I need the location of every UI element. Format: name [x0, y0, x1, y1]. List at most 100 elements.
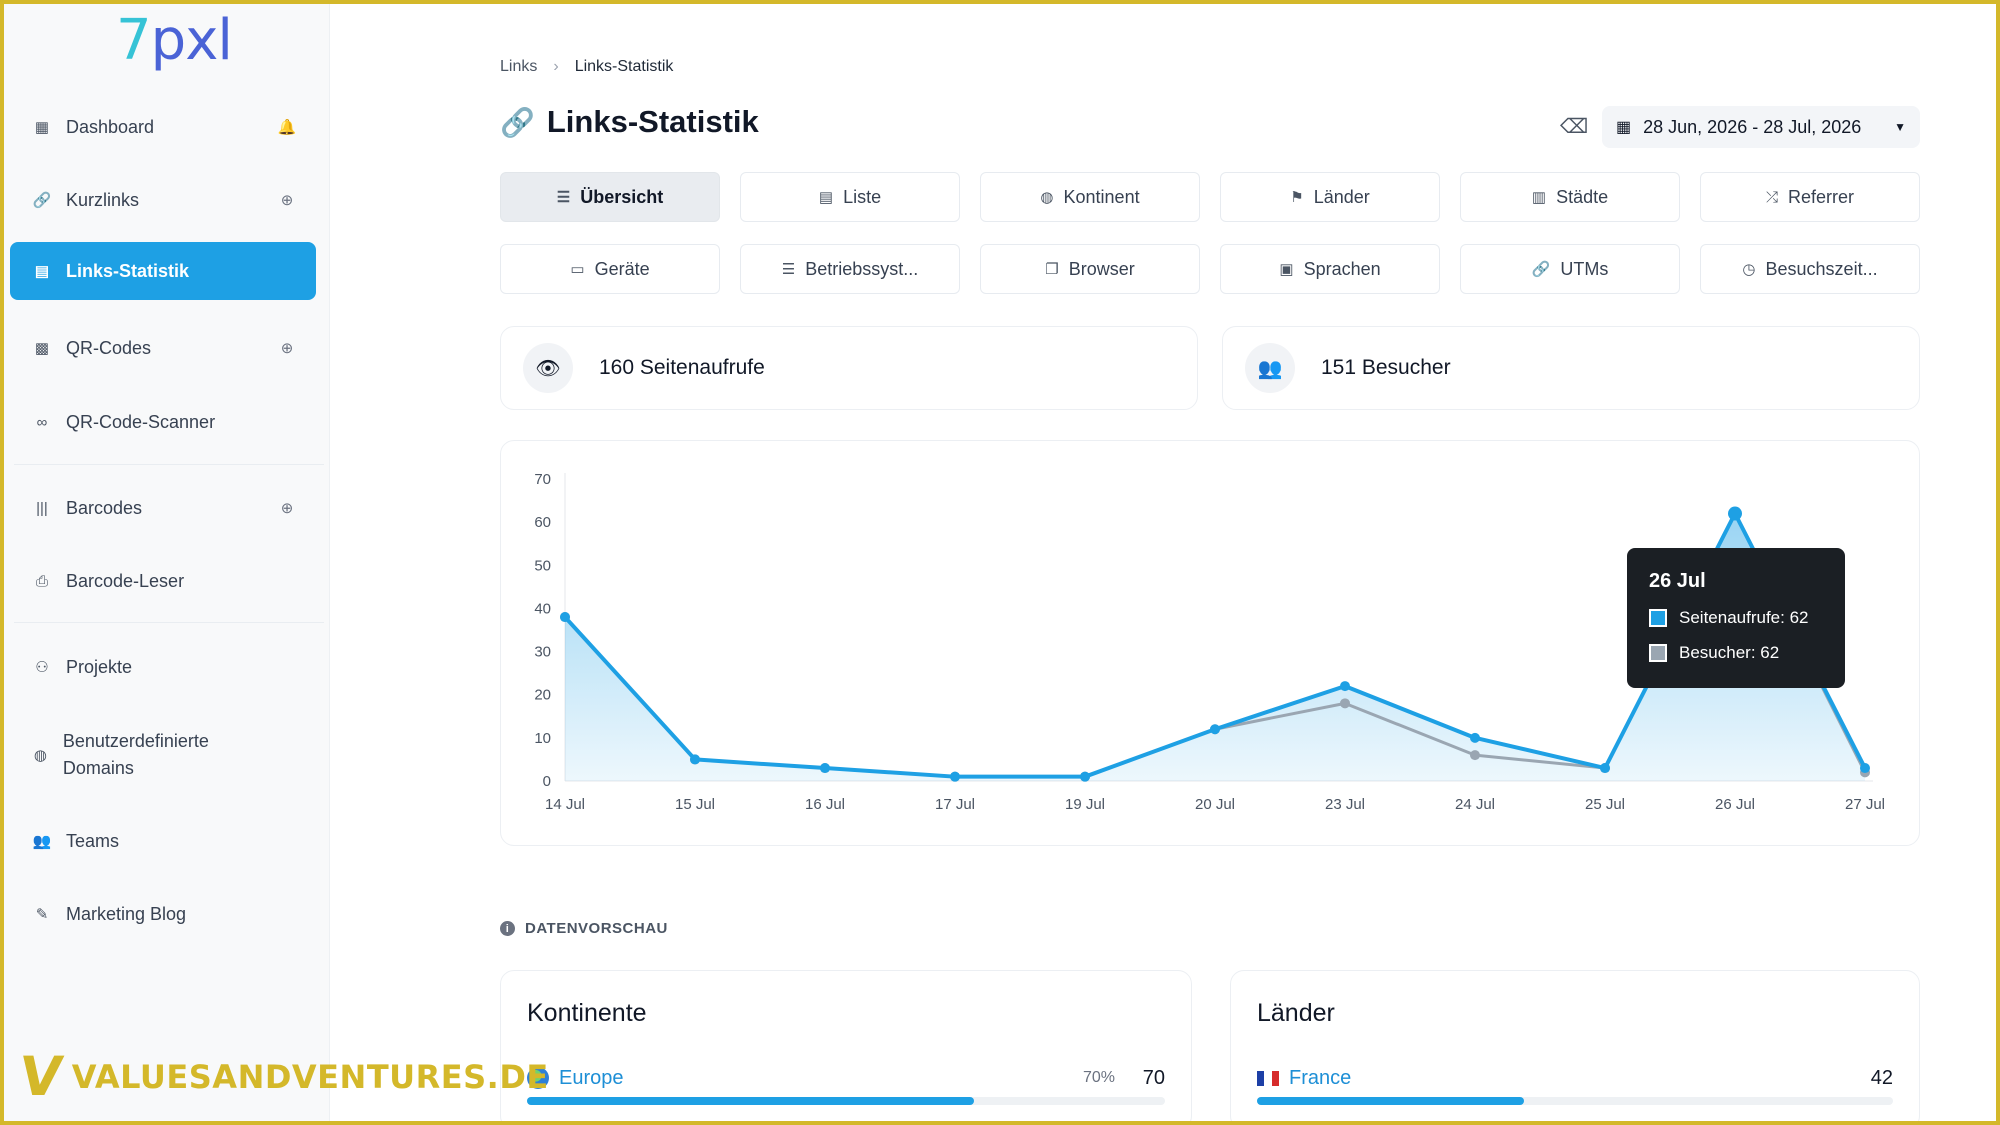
list-icon: ☰	[556, 189, 571, 206]
globe-icon	[527, 1067, 549, 1089]
continents-title: Kontinente	[527, 999, 647, 1027]
series-area-seitenaufrufe	[565, 513, 1865, 781]
countries-card: Länder France 42	[1230, 970, 1920, 1125]
continents-card: Kontinente Europe 70% 70	[500, 970, 1192, 1125]
clock-icon: ◷	[1742, 261, 1756, 278]
page-header: 🔗 Links-Statistik	[500, 104, 759, 140]
sidebar-divider	[14, 464, 324, 465]
y-tick-label: 60	[534, 514, 551, 531]
x-tick-label: 19 Jul	[1065, 796, 1105, 813]
y-tick-label: 30	[534, 644, 551, 661]
y-tick-label: 50	[534, 557, 551, 574]
sidebar-item-kurzlinks[interactable]: 🔗 Kurzlinks ⊕	[10, 171, 316, 229]
tab-kontinent[interactable]: ◍ Kontinent	[980, 172, 1200, 222]
tab-geraete[interactable]: ▭ Geräte	[500, 244, 720, 294]
link-icon: 🔗	[500, 106, 535, 138]
blog-icon: ✎	[35, 906, 49, 923]
chart-card: 0 10 20 30 40 50 60 70 14 Jul 15 Jul 16 Jul 17 Jul 1…	[500, 440, 1920, 846]
tab-laender[interactable]: ⚑ Länder	[1220, 172, 1440, 222]
tab-referrer[interactable]: ⤮ Referrer	[1700, 172, 1920, 222]
data-point-besucher	[1340, 698, 1350, 709]
data-point-seitenaufrufe	[820, 763, 830, 774]
x-tick-label: 20 Jul	[1195, 796, 1235, 813]
data-point-seitenaufrufe	[1600, 763, 1610, 774]
sidebar-item-projekte[interactable]: ⚇ Projekte	[10, 638, 316, 696]
x-tick-label: 16 Jul	[805, 796, 845, 813]
plus-circle-icon[interactable]: ⊕	[280, 340, 294, 357]
eye-icon: 👁	[523, 343, 573, 393]
sidebar-item-qr-codes[interactable]: ▩ QR-Codes ⊕	[10, 319, 316, 377]
tab-sprachen[interactable]: ▣ Sprachen	[1220, 244, 1440, 294]
legend-swatch-pageviews	[1649, 608, 1667, 627]
data-point-besucher	[1470, 750, 1480, 761]
breadcrumb-current: Links-Statistik	[574, 58, 674, 75]
y-tick-label: 0	[543, 773, 551, 790]
project-icon: ⚇	[35, 659, 49, 676]
x-tick-label: 24 Jul	[1455, 796, 1495, 813]
progress-bar	[527, 1097, 1165, 1105]
window-icon: ❐	[1045, 261, 1059, 278]
x-tick-label: 15 Jul	[675, 796, 715, 813]
sidebar-item-marketing-blog[interactable]: ✎ Marketing Blog	[10, 885, 316, 943]
y-tick-label: 40	[534, 600, 551, 617]
table-icon: ▦	[34, 119, 50, 136]
visitors-value: 151 Besucher	[1321, 356, 1451, 379]
breadcrumb-links[interactable]: Links	[500, 58, 538, 75]
server-icon: ☰	[781, 261, 796, 278]
data-preview-heading: i DATENVORSCHAU	[500, 920, 668, 937]
tab-staedte[interactable]: ▥ Städte	[1460, 172, 1680, 222]
info-icon: i	[500, 921, 515, 936]
sidebar-item-barcodes[interactable]: ||| Barcodes ⊕	[10, 479, 316, 537]
pageviews-card: 👁 160 Seitenaufrufe	[500, 326, 1198, 410]
eraser-icon[interactable]: ⌫	[1560, 116, 1589, 138]
printer-icon: ⎙	[35, 572, 48, 590]
sidebar-divider	[14, 622, 324, 623]
sidebar-item-dashboard[interactable]: ▦ Dashboard 🔔	[10, 98, 316, 156]
sidebar-item-qr-code-scanner[interactable]: ∞ QR-Code-Scanner	[10, 393, 316, 451]
visits-chart[interactable]: 0 10 20 30 40 50 60 70 14 Jul 15 Jul 16 Jul 17 Jul 1…	[501, 441, 1921, 847]
x-tick-label: 27 Jul	[1845, 796, 1885, 813]
data-point-seitenaufrufe	[1728, 506, 1742, 521]
chart-tooltip: 26 Jul Seitenaufrufe: 62 Besucher: 62	[1627, 547, 1845, 688]
y-tick-label: 20	[534, 687, 551, 704]
list-item[interactable]: Europe 70% 70	[527, 1063, 1165, 1093]
tab-browser[interactable]: ❐ Browser	[980, 244, 1200, 294]
calendar-icon: ▦	[1616, 119, 1632, 136]
logo[interactable]: 7pxl	[116, 8, 233, 73]
progress-bar	[1257, 1097, 1893, 1105]
plus-circle-icon[interactable]: ⊕	[280, 500, 294, 517]
city-icon: ▥	[1531, 189, 1547, 206]
watermark-logo-icon: V	[15, 1045, 67, 1108]
sidebar-item-links-statistik[interactable]: ▤ Links-Statistik	[10, 242, 316, 300]
tab-liste[interactable]: ▤ Liste	[740, 172, 960, 222]
watermark: V VALUESANDVENTURES.DE	[15, 1045, 549, 1108]
x-tick-label: 25 Jul	[1585, 796, 1625, 813]
qrcode-icon: ▩	[34, 340, 50, 357]
tab-betriebssysteme[interactable]: ☰ Betriebssyst...	[740, 244, 960, 294]
list-item[interactable]: France 42	[1257, 1063, 1893, 1093]
team-icon: 👥	[32, 833, 52, 850]
sidebar-item-barcode-leser[interactable]: ⎙ Barcode-Leser	[10, 552, 316, 610]
shuffle-icon: ⤮	[1765, 188, 1778, 206]
tooltip-title: 26 Jul	[1649, 569, 1706, 592]
bell-icon[interactable]: 🔔	[277, 119, 297, 136]
barcode-icon: |||	[36, 499, 48, 517]
sidebar-item-custom-domains[interactable]: ◍ Benutzerdefinierte Domains	[33, 731, 209, 778]
tab-utms[interactable]: 🔗 UTMs	[1460, 244, 1680, 294]
glasses-icon: ∞	[36, 413, 48, 431]
pageviews-value: 160 Seitenaufrufe	[599, 356, 765, 379]
y-tick-label: 10	[534, 730, 551, 747]
sidebar-item-teams[interactable]: 👥 Teams	[32, 830, 120, 851]
chevron-right-icon: ›	[553, 58, 559, 75]
date-range-picker[interactable]: ▦ 28 Jun, 2026 - 28 Jul, 2026 ▼	[1602, 106, 1920, 148]
x-tick-label: 17 Jul	[935, 796, 975, 813]
plus-circle-icon[interactable]: ⊕	[280, 192, 294, 209]
tab-uebersicht[interactable]: ☰ Übersicht	[500, 172, 720, 222]
visitors-card: 👥 151 Besucher	[1222, 326, 1920, 410]
data-point-seitenaufrufe	[1340, 681, 1350, 692]
tooltip-line-visitors: Besucher: 62	[1649, 643, 1779, 663]
page-title: Links-Statistik	[546, 104, 759, 139]
flag-icon: ⚑	[1290, 189, 1304, 206]
laptop-icon: ▭	[570, 261, 585, 278]
tab-besuchszeit[interactable]: ◷ Besuchszeit...	[1700, 244, 1920, 294]
